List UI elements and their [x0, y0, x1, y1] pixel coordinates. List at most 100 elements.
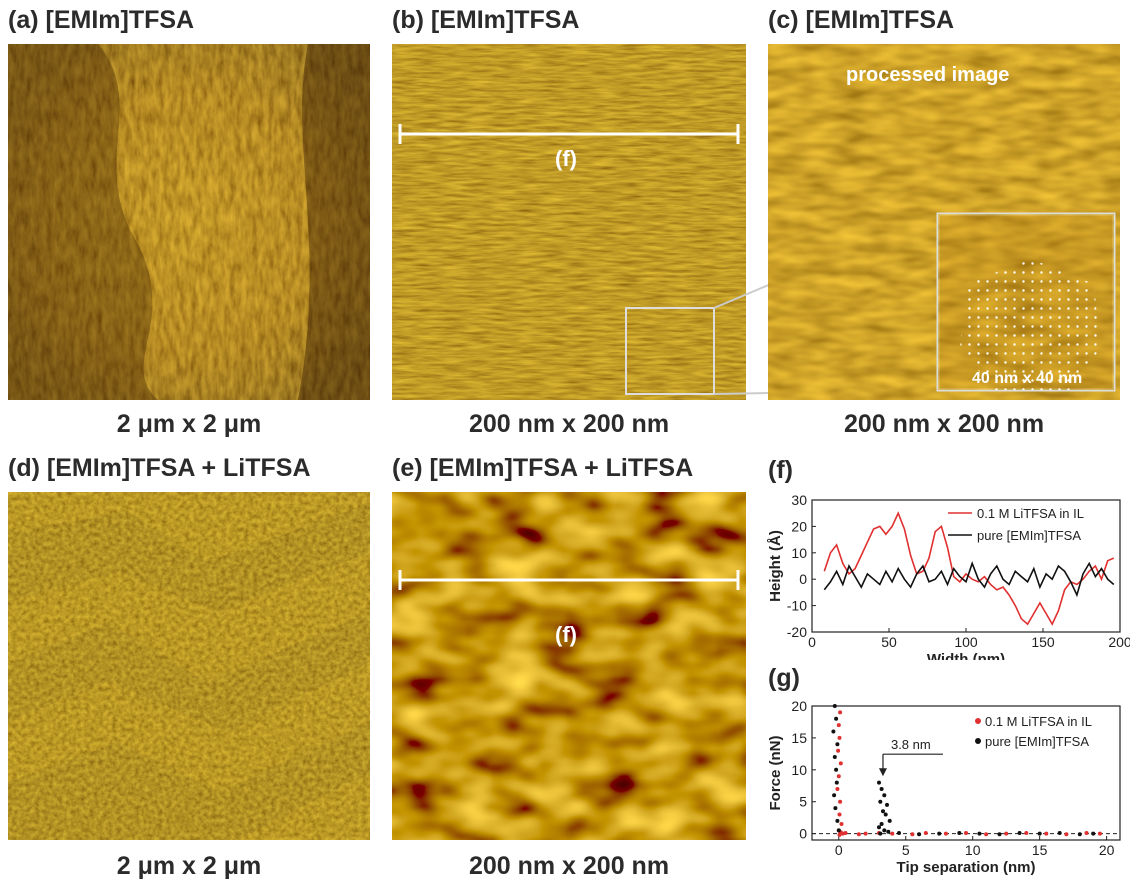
y-tick-label: 10 [791, 545, 807, 561]
data-point [1004, 831, 1009, 836]
panel-e-line-label: (f) [555, 622, 577, 647]
data-point [882, 828, 887, 833]
panel-d-caption: 2 μm x 2 μm [116, 852, 262, 880]
series-line-0 [823, 511, 1115, 626]
panel-g-chart: 0 5 10 15 20 0 5 10 15 20 Tip separation (nm) Force… [760, 698, 1130, 878]
data-point [838, 799, 843, 804]
data-point [832, 793, 837, 798]
data-point [835, 787, 840, 791]
afm-image-b-svg [392, 44, 746, 400]
y-tick-label: 20 [791, 698, 807, 714]
panel-c-afm-image: processed image 40 nm x 40 nm [768, 44, 1120, 400]
y-axis-label: Height (Å) [767, 530, 784, 602]
legend-label-0: 0.1 M LiTFSA in IL [985, 714, 1092, 729]
x-tick-label: 200 [1108, 634, 1130, 650]
data-point [1044, 831, 1049, 836]
data-point [879, 787, 884, 791]
legend-marker-0 [975, 718, 981, 724]
data-point [910, 832, 915, 837]
height-profile-chart-svg: 0 50 100 150 200 -20 -10 0 10 20 30 Width (nm) Heigh… [767, 492, 1132, 668]
data-point [879, 822, 884, 826]
data-point [831, 729, 836, 734]
data-point [1064, 832, 1069, 837]
data-point [833, 806, 838, 811]
panel-c-title: (c) [EMIm]TFSA [768, 6, 955, 34]
data-point [1057, 831, 1062, 835]
x-tick-label: 100 [954, 634, 978, 650]
data-point [843, 831, 848, 835]
panel-c-inset-label: 40 nm x 40 nm [972, 370, 1083, 387]
y-tick-label: 0 [799, 571, 807, 587]
panel-a-caption: 2 μm x 2 μm [116, 410, 262, 438]
data-point [836, 774, 841, 779]
panel-d-afm-image [8, 492, 370, 840]
data-point [863, 831, 868, 836]
data-point [836, 828, 841, 833]
panel-c-caption: 200 nm x 200 nm [843, 410, 1045, 438]
y-tick-label: -10 [787, 598, 807, 614]
panel-a-title: (a) [EMIm]TFSA [8, 6, 195, 34]
panel-f-title: (f) [768, 456, 793, 484]
data-point [885, 802, 889, 807]
x-tick-label: 150 [1031, 634, 1055, 650]
y-tick-label: -20 [787, 624, 807, 640]
panel-a-afm-image [8, 44, 370, 400]
panel-f-chart: 0 50 100 150 200 -20 -10 0 10 20 30 Width (nm) Heigh… [760, 490, 1132, 668]
x-tick-label: 10 [965, 842, 981, 858]
x-tick-label: 20 [1099, 842, 1115, 858]
data-point [834, 767, 839, 772]
data-point [883, 812, 888, 817]
data-point [964, 831, 968, 835]
data-point [877, 780, 881, 785]
y-tick-label: 30 [791, 492, 807, 508]
data-point [877, 825, 881, 830]
data-point [839, 822, 844, 826]
data-point [923, 831, 928, 835]
data-point [835, 818, 840, 823]
y-tick-label: 0 [799, 826, 807, 842]
panel-c-overlay-label: processed image [846, 64, 1010, 86]
data-point [1084, 831, 1089, 835]
legend-marker-1 [975, 738, 981, 744]
data-point [1077, 832, 1082, 837]
series-line-1 [823, 561, 1115, 598]
data-point [1017, 831, 1022, 835]
data-point [886, 829, 891, 834]
data-point [890, 831, 895, 836]
x-tick-label: 15 [1032, 842, 1048, 858]
x-axis-label: Width (nm) [927, 651, 1005, 660]
data-point [984, 832, 989, 837]
data-point [836, 723, 841, 728]
x-tick-label: 0 [835, 842, 843, 858]
data-point [917, 832, 922, 837]
y-tick-label: 10 [791, 762, 807, 778]
panel-b-caption: 200 nm x 200 nm [468, 410, 670, 438]
data-point [856, 832, 861, 837]
data-point [834, 716, 839, 721]
data-point [1024, 831, 1029, 835]
panel-b-afm-image: (f) [392, 44, 746, 400]
data-point [834, 780, 839, 785]
afm-image-c-svg [768, 44, 1120, 400]
data-point [878, 799, 883, 804]
data-point [837, 832, 842, 837]
data-point [887, 818, 892, 823]
data-point [1097, 831, 1102, 836]
data-point [832, 755, 837, 759]
annotation-arrow-head [878, 768, 887, 777]
y-axis-label: Force (nN) [767, 735, 784, 810]
x-tick-label: 5 [902, 842, 910, 858]
panel-e-afm-image: (f) [392, 492, 746, 840]
legend-label-1: pure [EMIm]TFSA [977, 528, 1081, 543]
data-point [937, 831, 942, 836]
data-point [836, 748, 841, 753]
data-point [957, 831, 962, 835]
panel-e-caption: 200 nm x 200 nm [468, 852, 670, 880]
data-point [837, 812, 842, 817]
data-point [837, 735, 842, 740]
legend-label-1: pure [EMIm]TFSA [985, 734, 1089, 749]
panel-g-title: (g) [768, 664, 800, 692]
annotation-label: 3.8 nm [891, 737, 931, 752]
panel-b-line-label: (f) [555, 146, 577, 171]
afm-image-a-svg [8, 44, 370, 400]
